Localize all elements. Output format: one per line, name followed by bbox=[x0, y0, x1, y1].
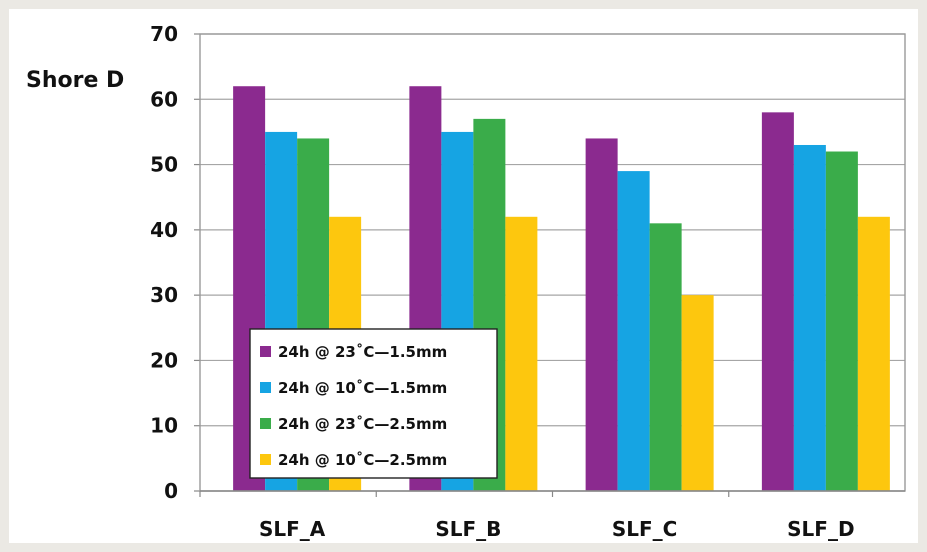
legend-swatch bbox=[260, 346, 271, 357]
bar-slf-d-series-2 bbox=[793, 144, 826, 491]
bar-slf-c-series-1 bbox=[585, 138, 618, 491]
x-tick-label: SLF_C bbox=[612, 517, 678, 541]
y-tick-label: 60 bbox=[150, 87, 178, 111]
y-tick-label: 10 bbox=[150, 414, 178, 438]
bar-slf-c-series-4 bbox=[681, 295, 714, 491]
y-tick-label: 50 bbox=[150, 153, 178, 177]
y-tick-label: 20 bbox=[150, 348, 178, 372]
bar-slf-d-series-3 bbox=[825, 151, 858, 491]
y-tick-label: 70 bbox=[150, 22, 178, 46]
y-tick-label: 30 bbox=[150, 283, 178, 307]
y-tick-labels: 0 10 20 30 40 50 60 70 bbox=[150, 22, 178, 503]
y-tick-label: 40 bbox=[150, 218, 178, 242]
legend-label: 24h @ 23˚C—1.5mm bbox=[278, 343, 447, 361]
bar-slf-d-series-4 bbox=[857, 216, 890, 492]
x-tick-label: SLF_A bbox=[259, 517, 326, 541]
bar-slf-c-series-3 bbox=[649, 223, 682, 492]
legend: 24h @ 23˚C—1.5mm 24h @ 10˚C—1.5mm 24h @ 23… bbox=[249, 328, 498, 479]
legend-label: 24h @ 10˚C—2.5mm bbox=[278, 451, 447, 469]
legend-label: 24h @ 23˚C—2.5mm bbox=[278, 415, 447, 433]
y-axis-label: Shore D bbox=[26, 68, 124, 93]
legend-swatch bbox=[260, 382, 271, 393]
y-tick-label: 0 bbox=[164, 479, 178, 503]
x-tick-label: SLF_D bbox=[787, 517, 854, 541]
x-tick-label: SLF_B bbox=[435, 517, 501, 541]
bar-slf-d-series-1 bbox=[761, 112, 794, 491]
bar-slf-c-series-2 bbox=[617, 171, 650, 491]
bar-chart: 0 10 20 30 40 50 60 70 SLF_A SLF_B SLF_C SLF_D Sho… bbox=[26, 22, 906, 541]
legend-box bbox=[249, 328, 498, 479]
axes bbox=[194, 33, 906, 497]
legend-label: 24h @ 10˚C—1.5mm bbox=[278, 379, 447, 397]
legend-swatch bbox=[260, 418, 271, 429]
x-tick-labels: SLF_A SLF_B SLF_C SLF_D bbox=[259, 517, 855, 541]
legend-swatch bbox=[260, 454, 271, 465]
bar-slf-b-series-4 bbox=[505, 216, 538, 492]
chart-frame: 0 10 20 30 40 50 60 70 SLF_A SLF_B SLF_C SLF_D Sho… bbox=[9, 9, 918, 543]
